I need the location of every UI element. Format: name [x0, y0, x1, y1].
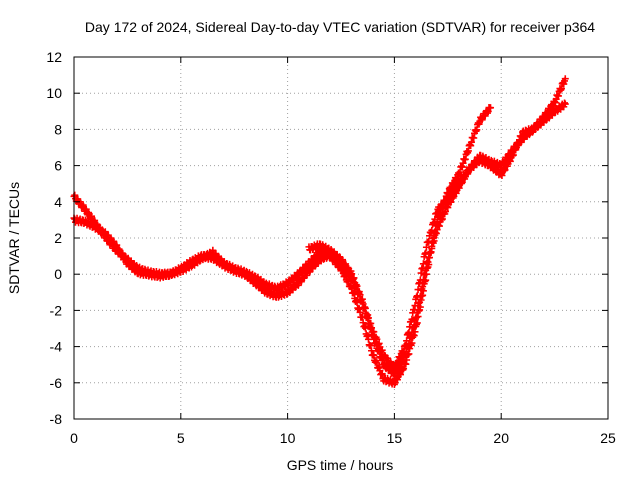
- data-point: [408, 315, 416, 323]
- data-point: [416, 298, 424, 306]
- data-point: [416, 276, 424, 284]
- data-point: [487, 104, 495, 112]
- data-point: [403, 337, 411, 345]
- x-tick-label: 15: [387, 430, 403, 446]
- y-tick-label: -4: [50, 339, 63, 355]
- x-tick-label: 25: [600, 430, 616, 446]
- data-points: [70, 75, 569, 388]
- data-point: [414, 286, 422, 294]
- data-point: [561, 75, 569, 83]
- x-axis-title: GPS time / hours: [287, 457, 394, 473]
- y-tick-label: 10: [46, 85, 62, 101]
- data-point: [413, 292, 421, 300]
- y-tick-label: 2: [54, 230, 62, 246]
- x-tick-label: 5: [177, 430, 185, 446]
- x-tick-label: 10: [280, 430, 296, 446]
- y-tick-label: 8: [54, 121, 62, 137]
- x-tick-label: 0: [70, 430, 78, 446]
- chart-title: Day 172 of 2024, Sidereal Day-to-day VTE…: [85, 19, 595, 35]
- y-axis-title: SDTVAR / TECUs: [6, 182, 22, 294]
- y-tick-label: 6: [54, 158, 62, 174]
- data-point: [561, 100, 569, 108]
- data-point: [428, 226, 436, 234]
- y-tick-label: 12: [46, 49, 62, 65]
- data-point: [405, 329, 413, 337]
- data-point: [411, 302, 419, 310]
- x-tick-label: 20: [493, 430, 509, 446]
- grid-lines: [74, 57, 608, 419]
- y-tick-label: -6: [50, 375, 63, 391]
- axis-ticks: 0 5 10 15 20 25 -8 -6 -4 -2 0 2 4 6 8 10 12: [46, 49, 616, 446]
- data-point: [361, 324, 369, 332]
- y-tick-label: -8: [50, 411, 63, 427]
- y-tick-label: 0: [54, 266, 62, 282]
- y-tick-label: 4: [54, 194, 62, 210]
- data-point: [419, 260, 427, 268]
- y-tick-label: -2: [50, 302, 63, 318]
- data-point: [419, 283, 427, 291]
- series-track-c: [305, 75, 569, 374]
